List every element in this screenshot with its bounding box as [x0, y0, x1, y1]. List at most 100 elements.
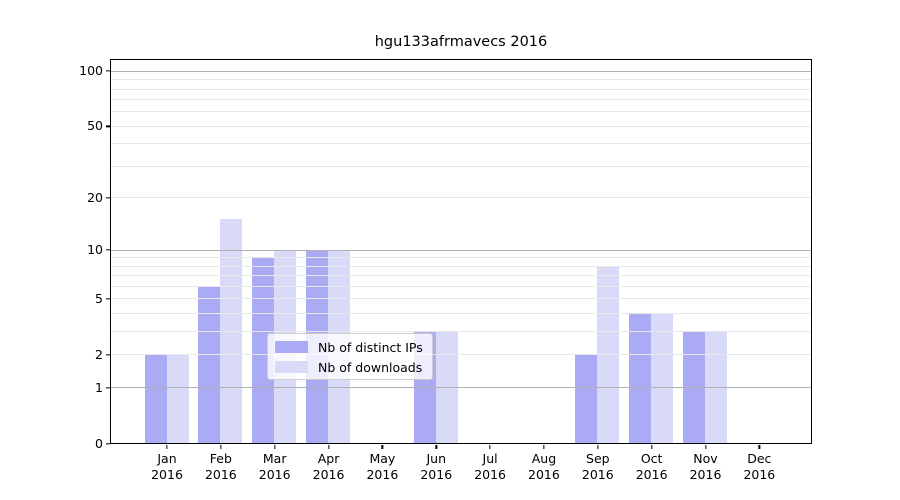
- legend-item-downloads: Nb of downloads: [268, 358, 432, 376]
- x-tick-mark: [543, 445, 545, 449]
- x-tick-month: Jan: [157, 451, 177, 466]
- x-tick-month: Jun: [426, 451, 447, 466]
- x-tick-month: Apr: [317, 451, 340, 466]
- minor-gridline: [110, 286, 811, 287]
- minor-gridline: [110, 143, 811, 145]
- y-tick-mark: [105, 70, 110, 72]
- x-tick-month: Oct: [640, 451, 663, 466]
- minor-gridline: [110, 79, 811, 81]
- minor-gridline: [110, 166, 811, 167]
- x-tick-year: 2016: [312, 466, 345, 482]
- x-tick-month: May: [369, 451, 396, 466]
- y-tick-label: 20: [87, 189, 103, 205]
- minor-gridline: [110, 313, 811, 315]
- x-tick-mark: [489, 445, 491, 449]
- bar-distinct-ips-oct: [629, 313, 652, 443]
- x-tick-label-oct: Oct 2016: [620, 451, 684, 482]
- x-tick-label-mar: Mar 2016: [243, 451, 307, 482]
- y-tick-mark: [105, 249, 110, 251]
- minor-gridline: [110, 275, 811, 277]
- y-tick-label: 2: [95, 346, 103, 362]
- legend-label-downloads: Nb of downloads: [318, 359, 423, 375]
- x-tick-mark: [381, 445, 384, 449]
- minor-gridline: [110, 99, 811, 101]
- x-tick-label-nov: Nov 2016: [674, 451, 738, 482]
- bar-downloads-jan: [166, 354, 189, 443]
- major-gridline: [110, 70, 811, 72]
- legend: Nb of distinct IPs Nb of downloads: [267, 333, 433, 380]
- x-tick-label-jun: Jun 2016: [404, 451, 468, 482]
- minor-gridline: [110, 331, 811, 333]
- y-tick-label: 0: [95, 435, 103, 451]
- x-tick-mark: [220, 445, 222, 449]
- minor-gridline: [110, 111, 811, 113]
- y-tick-mark: [105, 386, 110, 389]
- x-tick-mark: [166, 445, 168, 449]
- x-tick-month: Sep: [586, 451, 610, 466]
- major-gridline: [110, 249, 811, 251]
- x-tick-mark: [704, 445, 707, 449]
- y-tick-mark: [105, 442, 110, 445]
- minor-gridline: [110, 354, 811, 356]
- minor-gridline: [110, 298, 811, 300]
- minor-gridline: [110, 197, 811, 199]
- legend-item-distinct-ips: Nb of distinct IPs: [268, 338, 432, 356]
- legend-patch-downloads: [275, 361, 308, 373]
- bar-distinct-ips-feb: [198, 286, 221, 443]
- bar-distinct-ips-jan: [144, 354, 167, 443]
- y-tick-mark: [105, 354, 110, 356]
- bar-downloads-sep: [597, 265, 620, 443]
- major-gridline: [110, 387, 811, 389]
- minor-gridline: [110, 125, 811, 127]
- x-tick-label-jul: Jul 2016: [458, 451, 522, 482]
- x-tick-label-may: May 2016: [350, 451, 414, 482]
- y-tick-label: 10: [87, 242, 103, 258]
- x-tick-label-aug: Aug 2016: [512, 451, 576, 482]
- x-tick-label-apr: Apr 2016: [297, 451, 361, 482]
- x-tick-year: 2016: [151, 466, 183, 482]
- x-tick-year: 2016: [743, 466, 776, 482]
- y-tick-label: 1: [95, 379, 103, 395]
- x-tick-mark: [274, 445, 276, 449]
- y-tick-label: 5: [95, 290, 103, 306]
- y-tick-label: 100: [79, 63, 103, 79]
- x-tick-mark: [758, 445, 760, 449]
- minor-gridline: [110, 257, 811, 259]
- y-tick-mark: [105, 298, 110, 300]
- x-tick-month: Nov: [693, 451, 718, 466]
- x-tick-mark: [435, 445, 437, 449]
- x-tick-year: 2016: [204, 466, 237, 482]
- legend-label-distinct-ips: Nb of distinct IPs: [318, 339, 423, 355]
- x-tick-label-feb: Feb 2016: [189, 451, 253, 482]
- minor-gridline: [110, 88, 811, 90]
- plot-area: [109, 58, 812, 444]
- x-tick-month: Feb: [209, 451, 232, 466]
- x-tick-month: Aug: [531, 451, 557, 466]
- y-tick-label: 50: [87, 118, 103, 134]
- bar-distinct-ips-mar: [252, 257, 275, 443]
- x-tick-label-jan: Jan 2016: [135, 451, 199, 482]
- x-tick-year: 2016: [420, 466, 453, 482]
- bar-downloads-oct: [651, 313, 674, 443]
- x-tick-year: 2016: [258, 466, 291, 482]
- x-tick-month: Mar: [262, 451, 287, 466]
- x-tick-mark: [597, 445, 599, 449]
- minor-gridline: [110, 265, 811, 267]
- x-tick-mark: [650, 445, 653, 449]
- x-tick-label-sep: Sep 2016: [566, 451, 630, 482]
- y-tick-mark: [105, 197, 110, 199]
- x-tick-month: Jul: [482, 451, 498, 466]
- x-tick-year: 2016: [635, 466, 668, 482]
- x-tick-mark: [327, 445, 330, 449]
- x-tick-month: Dec: [747, 451, 772, 466]
- y-tick-mark: [105, 125, 110, 127]
- grid-layer: [110, 60, 811, 444]
- x-tick-year: 2016: [366, 466, 399, 482]
- x-tick-label-dec: Dec 2016: [727, 451, 791, 482]
- bar-distinct-ips-sep: [575, 354, 598, 443]
- chart-title: hgu133afrmavecs 2016: [374, 34, 548, 50]
- x-tick-year: 2016: [689, 466, 722, 482]
- x-tick-year: 2016: [474, 466, 506, 482]
- x-tick-year: 2016: [581, 466, 614, 482]
